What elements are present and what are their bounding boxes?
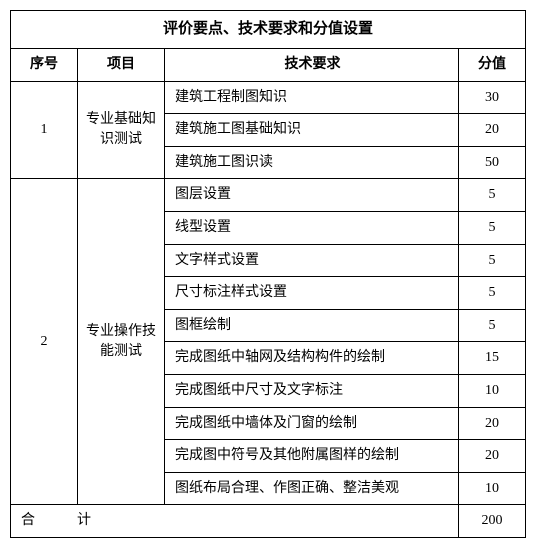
scoring-table: 评价要点、技术要求和分值设置 序号 项目 技术要求 分值 1 专业基础知识测试 … — [10, 10, 526, 538]
req-cell: 完成图纸中尺寸及文字标注 — [165, 374, 459, 407]
score-cell: 20 — [459, 440, 526, 473]
total-score: 200 — [459, 505, 526, 538]
req-cell: 图层设置 — [165, 179, 459, 212]
score-cell: 5 — [459, 244, 526, 277]
score-cell: 20 — [459, 114, 526, 147]
total-row: 合 计 200 — [11, 505, 526, 538]
score-cell: 30 — [459, 81, 526, 114]
table-row: 2 专业操作技能测试 图层设置 5 — [11, 179, 526, 212]
req-cell: 图框绘制 — [165, 309, 459, 342]
score-cell: 50 — [459, 146, 526, 179]
req-cell: 图纸布局合理、作图正确、整洁美观 — [165, 472, 459, 505]
score-cell: 5 — [459, 179, 526, 212]
score-cell: 10 — [459, 472, 526, 505]
score-cell: 10 — [459, 374, 526, 407]
title-row: 评价要点、技术要求和分值设置 — [11, 11, 526, 49]
header-row: 序号 项目 技术要求 分值 — [11, 49, 526, 82]
req-cell: 建筑施工图基础知识 — [165, 114, 459, 147]
req-cell: 完成图中符号及其他附属图样的绘制 — [165, 440, 459, 473]
req-cell: 建筑施工图识读 — [165, 146, 459, 179]
seq-cell: 2 — [11, 179, 78, 505]
header-score: 分值 — [459, 49, 526, 82]
req-cell: 建筑工程制图知识 — [165, 81, 459, 114]
item-cell: 专业基础知识测试 — [78, 81, 165, 179]
score-cell: 5 — [459, 309, 526, 342]
item-cell: 专业操作技能测试 — [78, 179, 165, 505]
req-cell: 文字样式设置 — [165, 244, 459, 277]
req-cell: 完成图纸中墙体及门窗的绘制 — [165, 407, 459, 440]
score-cell: 5 — [459, 277, 526, 310]
score-cell: 15 — [459, 342, 526, 375]
header-seq: 序号 — [11, 49, 78, 82]
req-cell: 尺寸标注样式设置 — [165, 277, 459, 310]
table-row: 1 专业基础知识测试 建筑工程制图知识 30 — [11, 81, 526, 114]
req-cell: 线型设置 — [165, 211, 459, 244]
total-label: 合 计 — [11, 505, 459, 538]
table-title: 评价要点、技术要求和分值设置 — [11, 11, 526, 49]
header-item: 项目 — [78, 49, 165, 82]
score-cell: 20 — [459, 407, 526, 440]
header-req: 技术要求 — [165, 49, 459, 82]
req-cell: 完成图纸中轴网及结构构件的绘制 — [165, 342, 459, 375]
score-cell: 5 — [459, 211, 526, 244]
seq-cell: 1 — [11, 81, 78, 179]
